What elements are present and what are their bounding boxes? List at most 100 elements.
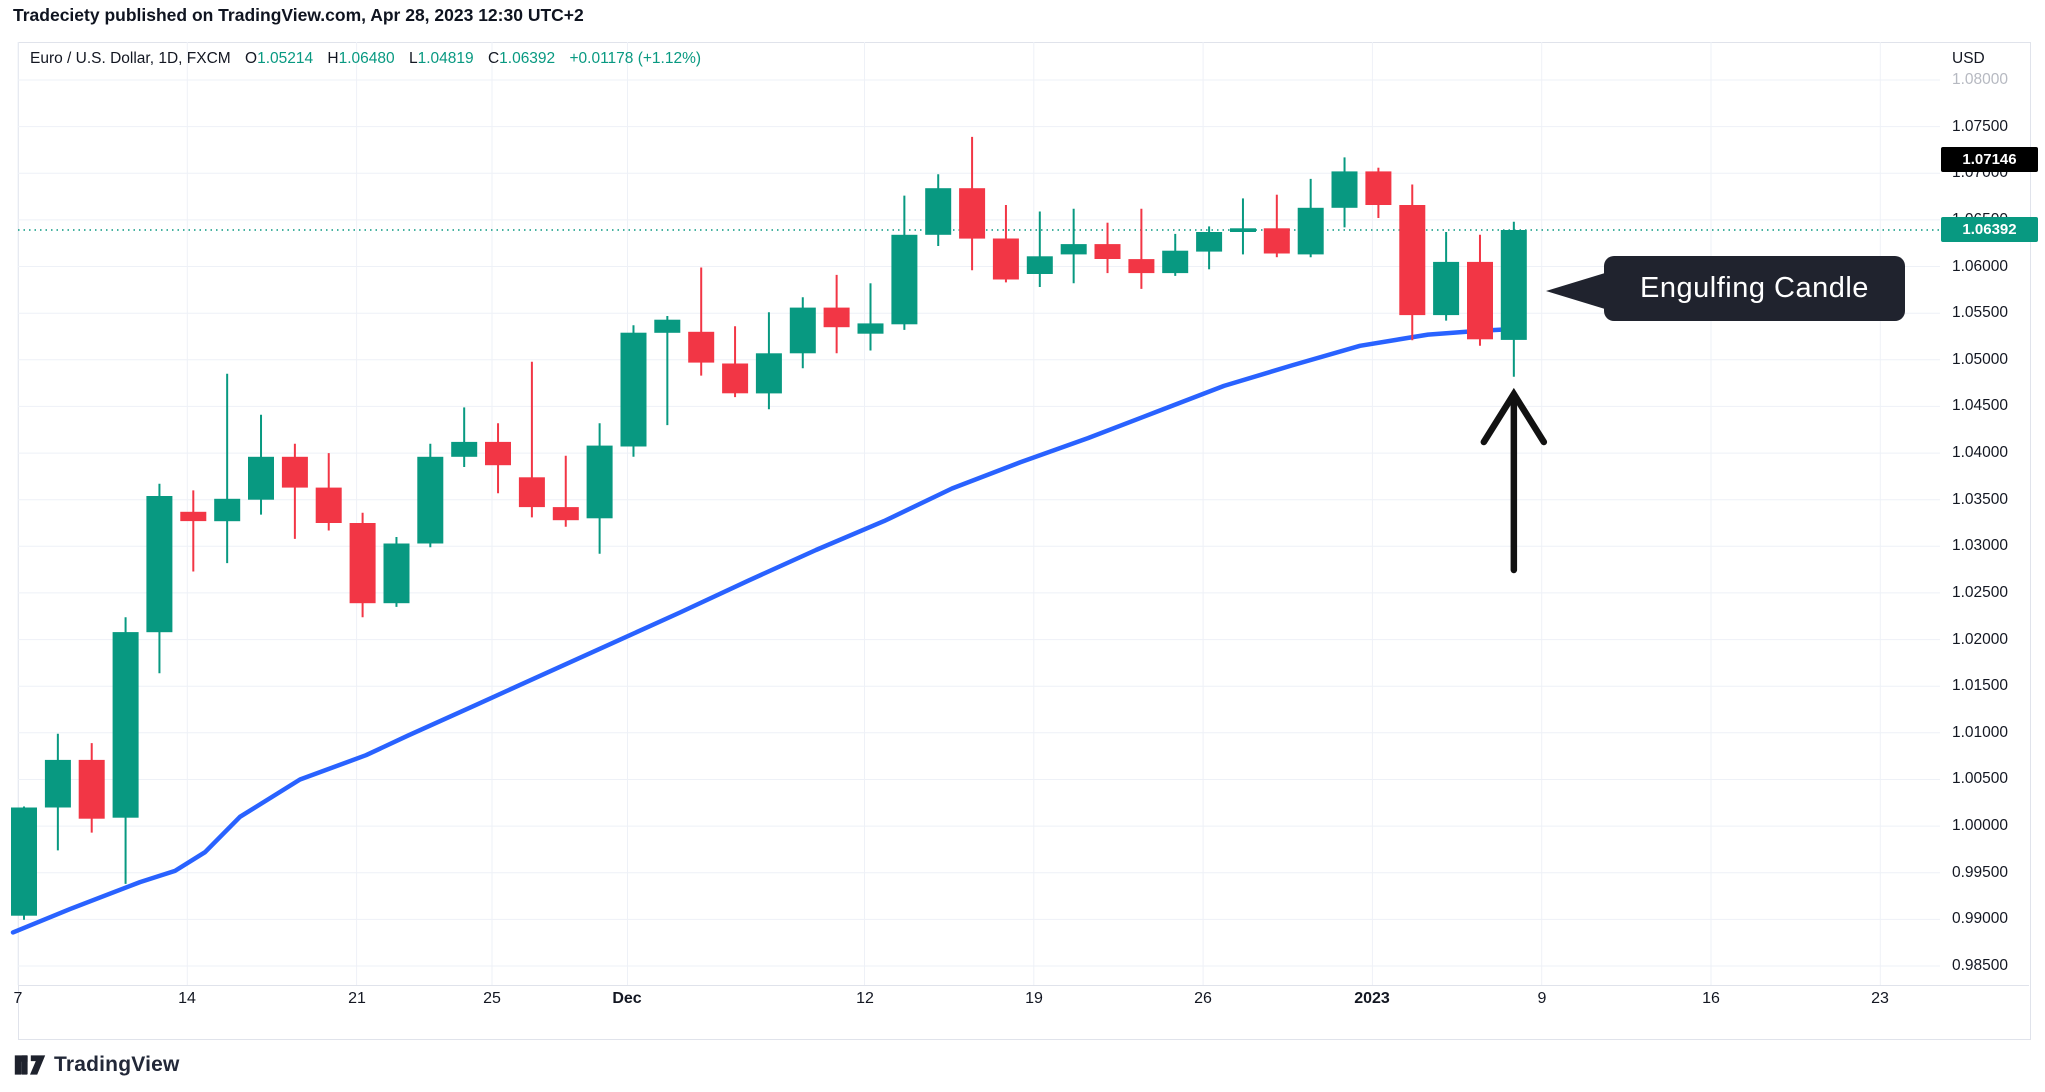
callout-text: Engulfing Candle <box>1640 272 1869 304</box>
candle-body <box>281 456 308 488</box>
candle-body <box>146 496 173 633</box>
open-value: 1.05214 <box>257 50 314 67</box>
candle-body <box>891 234 918 325</box>
change-value: +0.01178 (+1.12%) <box>569 50 702 67</box>
candle-body <box>586 445 613 519</box>
time-axis-label: 9 <box>1537 990 1547 1007</box>
candle-body <box>1162 250 1189 274</box>
low-value: 1.04819 <box>417 50 474 67</box>
callout-tail[interactable] <box>1546 273 1605 309</box>
candle-body <box>1026 256 1053 274</box>
moving-average-line <box>10 326 1517 935</box>
close-value: 1.06392 <box>499 50 556 67</box>
price-badge-black: 1.07146 <box>1941 147 2038 172</box>
price-axis-label: 1.06000 <box>1952 258 2009 275</box>
candle-body <box>44 759 71 808</box>
symbol-legend[interactable]: Euro / U.S. Dollar, 1D, FXCM O1.05214 H1… <box>30 50 701 68</box>
candle-body <box>1433 261 1460 316</box>
candle-body <box>248 456 274 500</box>
time-axis-separator <box>18 985 2029 986</box>
tradingview-logo[interactable]: TradingView <box>14 1050 180 1080</box>
time-axis-label: 25 <box>483 990 501 1007</box>
price-axis-label: 1.00500 <box>1952 770 2009 787</box>
candle-body <box>992 238 1019 280</box>
candle-body <box>688 331 715 363</box>
candle-body <box>1230 228 1256 232</box>
price-axis-label: 1.01500 <box>1952 677 2009 694</box>
candle-body <box>1196 232 1223 252</box>
price-axis-label: 1.05500 <box>1952 304 2009 321</box>
candle-body <box>654 319 681 333</box>
published-bar: Tradeciety published on TradingView.com,… <box>13 5 584 25</box>
price-axis-label: 1.01000 <box>1952 724 2009 741</box>
time-axis-label: 26 <box>1194 990 1212 1007</box>
time-axis-label: Dec <box>612 990 642 1007</box>
price-axis-label: 1.02000 <box>1952 631 2009 648</box>
candle-body <box>451 441 478 457</box>
price-axis-label: 1.03500 <box>1952 491 2009 508</box>
high-value: 1.06480 <box>338 50 395 67</box>
price-axis-label: 1.07500 <box>1952 118 2009 135</box>
price-axis-label: 0.98500 <box>1952 957 2009 974</box>
time-axis-label: 14 <box>178 990 196 1007</box>
time-axis-label: 16 <box>1702 990 1720 1007</box>
candle-body <box>11 807 37 916</box>
low-label: L <box>408 50 418 67</box>
candle-body <box>214 498 241 522</box>
candle-body <box>925 188 952 235</box>
candle-body <box>1263 228 1290 254</box>
candle-body <box>620 332 647 447</box>
price-axis-label: 1.00000 <box>1952 817 2009 834</box>
tradingview-logo-text: TradingView <box>54 1053 180 1076</box>
time-axis-label: 7 <box>13 990 23 1007</box>
candle-body <box>823 307 850 328</box>
candle-body <box>959 188 986 239</box>
price-axis-label: 1.04500 <box>1952 397 2009 414</box>
candle-body <box>755 353 782 394</box>
tradingview-logo-icon <box>14 1055 46 1075</box>
currency-label: USD <box>1952 50 1985 67</box>
candle-body <box>315 487 342 523</box>
price-axis-label: 1.04000 <box>1952 444 2009 461</box>
symbol-title: Euro / U.S. Dollar, 1D, FXCM <box>30 50 231 67</box>
price-axis-label: 1.08000 <box>1952 71 2009 88</box>
candle-body <box>1060 244 1087 255</box>
candle-body <box>1365 171 1392 205</box>
candle-body <box>518 477 545 508</box>
candle-body <box>1467 261 1493 340</box>
time-axis-label: 2023 <box>1354 990 1390 1007</box>
up-arrow-head[interactable] <box>1480 387 1548 446</box>
time-axis-label: 12 <box>856 990 874 1007</box>
candle-body <box>789 307 816 354</box>
candle-body <box>722 363 749 394</box>
open-label: O <box>245 50 258 67</box>
candle-body <box>383 543 410 604</box>
price-axis-label: 1.02500 <box>1952 584 2009 601</box>
time-axis-label: 23 <box>1871 990 1889 1007</box>
candle-body <box>1399 205 1426 316</box>
candle-body <box>1331 171 1358 208</box>
candle-body <box>1094 244 1121 259</box>
candle-body <box>485 441 511 466</box>
candle-body <box>112 632 139 818</box>
candle-body <box>349 523 376 604</box>
price-axis-label: 0.99500 <box>1952 864 2009 881</box>
engulfing-candle-callout[interactable]: Engulfing Candle <box>1604 256 1905 321</box>
candle-body <box>78 759 105 819</box>
time-axis-label: 19 <box>1025 990 1043 1007</box>
last-price-badge: 1.06392 <box>1941 217 2038 242</box>
price-axis-label: 1.05000 <box>1952 351 2009 368</box>
high-label: H <box>327 50 339 67</box>
candle-body <box>857 323 884 334</box>
candle-body <box>1500 230 1527 340</box>
close-label: C <box>487 50 500 67</box>
candle-body <box>1128 259 1155 274</box>
price-axis-label: 0.99000 <box>1952 910 2009 927</box>
candle-body <box>1297 207 1324 255</box>
candle-body <box>417 456 444 544</box>
time-axis-label: 21 <box>348 990 366 1007</box>
candle-body <box>180 511 207 522</box>
price-axis-label: 1.03000 <box>1952 537 2009 554</box>
